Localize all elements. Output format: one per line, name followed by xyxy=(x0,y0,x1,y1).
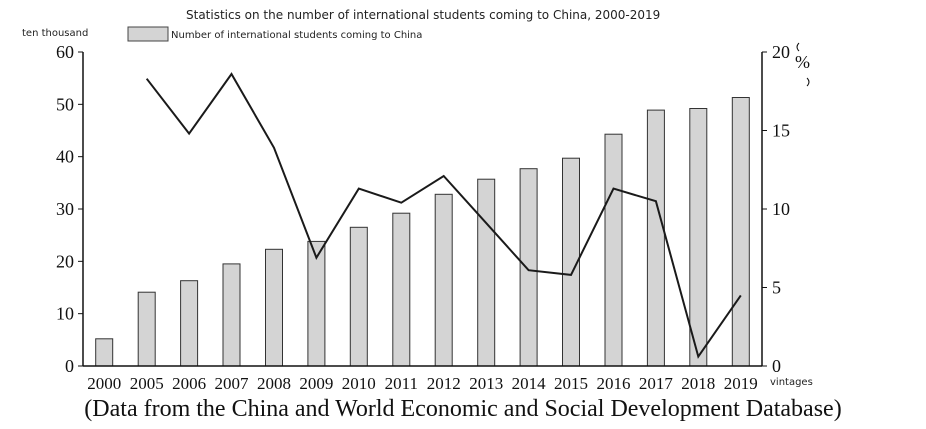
chart-title: Statistics on the number of internationa… xyxy=(186,8,660,22)
right-axis-label-paren-open xyxy=(796,42,800,52)
bar-2005 xyxy=(137,291,156,367)
right-tick-label: 0 xyxy=(772,356,781,376)
bar-2009 xyxy=(307,240,326,367)
bar-2019 xyxy=(731,97,750,367)
source-caption: (Data from the China and World Economic … xyxy=(84,396,842,422)
left-tick-label: 0 xyxy=(65,356,74,376)
left-tick-label: 40 xyxy=(56,147,74,167)
bar-2008 xyxy=(265,248,283,367)
right-axis-label-text: % xyxy=(795,52,810,72)
bar-2007 xyxy=(222,263,241,367)
bar-2016 xyxy=(604,133,623,367)
x-axis-label: vintages xyxy=(770,377,813,388)
left-tick-label: 60 xyxy=(56,42,74,62)
x-tick-label: 2005 xyxy=(130,374,164,393)
right-axis-label: % xyxy=(795,42,810,87)
bar-2010 xyxy=(349,226,368,367)
bar-2011 xyxy=(392,212,411,367)
x-tick-label: 2018 xyxy=(681,374,715,393)
x-tick-label: 2011 xyxy=(385,374,418,393)
x-tick-label: 2007 xyxy=(215,374,250,393)
x-ticks: 2000 2005 2006 2007 2008 2009 2010 2011 2012 2013… xyxy=(87,374,758,393)
right-tick-label: 15 xyxy=(772,121,790,141)
x-tick-label: 2016 xyxy=(597,374,631,393)
right-ticks: 0 5 10 15 20 xyxy=(762,42,790,376)
x-tick-label: 2006 xyxy=(172,374,206,393)
x-tick-label: 2009 xyxy=(299,374,333,393)
right-tick-label: 5 xyxy=(772,278,781,298)
right-tick-label: 20 xyxy=(772,42,790,62)
x-tick-label: 2010 xyxy=(342,374,376,393)
bars xyxy=(95,97,750,367)
x-tick-label: 2015 xyxy=(554,374,588,393)
bar-2006 xyxy=(180,280,199,367)
left-tick-label: 50 xyxy=(56,94,74,114)
x-tick-label: 2000 xyxy=(87,374,121,393)
x-tick-label: 2017 xyxy=(639,374,674,393)
bar-2012 xyxy=(434,193,453,367)
bar-2018 xyxy=(689,108,708,367)
left-ticks: 0 10 20 30 40 50 60 xyxy=(56,42,83,376)
x-tick-label: 2012 xyxy=(427,374,461,393)
chart: Statistics on the number of internationa… xyxy=(22,8,813,393)
left-axis-label: ten thousand xyxy=(22,28,88,39)
right-axis-label-paren-close xyxy=(806,77,810,87)
bar-2017 xyxy=(646,109,665,367)
x-tick-label: 2008 xyxy=(257,374,291,393)
legend-swatch xyxy=(127,26,169,42)
bar-2014 xyxy=(519,168,538,367)
x-tick-label: 2019 xyxy=(724,374,758,393)
legend: Number of international students coming … xyxy=(127,26,422,42)
x-tick-label: 2014 xyxy=(512,374,547,393)
right-tick-label: 10 xyxy=(772,199,790,219)
legend-label: Number of international students coming … xyxy=(171,30,422,41)
left-tick-label: 20 xyxy=(56,251,74,271)
growth-rate-line xyxy=(145,72,742,359)
left-tick-label: 30 xyxy=(56,199,74,219)
bar-2013 xyxy=(477,178,496,367)
left-tick-label: 10 xyxy=(56,304,74,324)
bar-2000 xyxy=(95,338,114,367)
x-tick-label: 2013 xyxy=(469,374,503,393)
